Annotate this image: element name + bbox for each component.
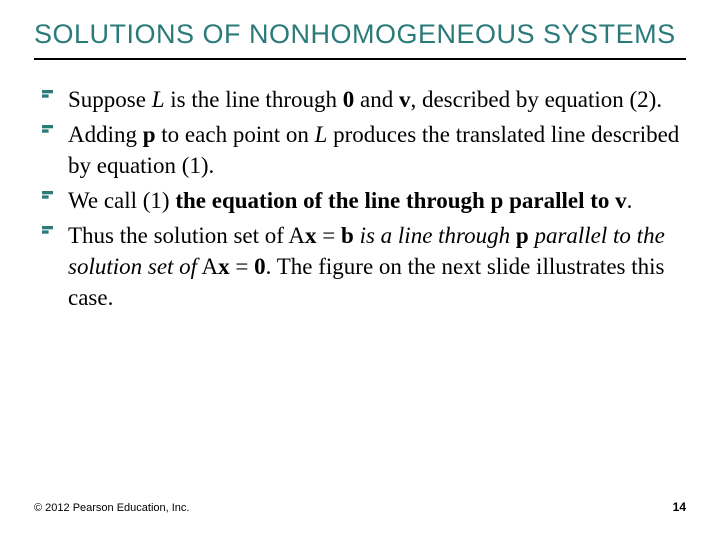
- section-icon: [42, 226, 53, 237]
- bullet-text: We call (1) the equation of the line thr…: [68, 185, 686, 216]
- list-item: Adding p to each point on L produces the…: [42, 119, 686, 181]
- bullet-list: Suppose L is the line through 0 and v, d…: [34, 84, 686, 313]
- title-underline: [34, 58, 686, 60]
- bullet-text: Suppose L is the line through 0 and v, d…: [68, 84, 686, 115]
- slide-footer: © 2012 Pearson Education, Inc. 14: [34, 500, 686, 514]
- list-item: Suppose L is the line through 0 and v, d…: [42, 84, 686, 115]
- list-item: Thus the solution set of Ax = b is a lin…: [42, 220, 686, 313]
- section-icon: [42, 191, 53, 202]
- bullet-text: Adding p to each point on L produces the…: [68, 119, 686, 181]
- page-number: 14: [673, 500, 686, 514]
- list-item: We call (1) the equation of the line thr…: [42, 185, 686, 216]
- bullet-text: Thus the solution set of Ax = b is a lin…: [68, 220, 686, 313]
- slide-container: SOLUTIONS OF NONHOMOGENEOUS SYSTEMS Supp…: [0, 0, 720, 540]
- section-icon: [42, 125, 53, 136]
- section-icon: [42, 90, 53, 101]
- slide-title: SOLUTIONS OF NONHOMOGENEOUS SYSTEMS: [34, 18, 686, 52]
- copyright-text: © 2012 Pearson Education, Inc.: [34, 502, 189, 514]
